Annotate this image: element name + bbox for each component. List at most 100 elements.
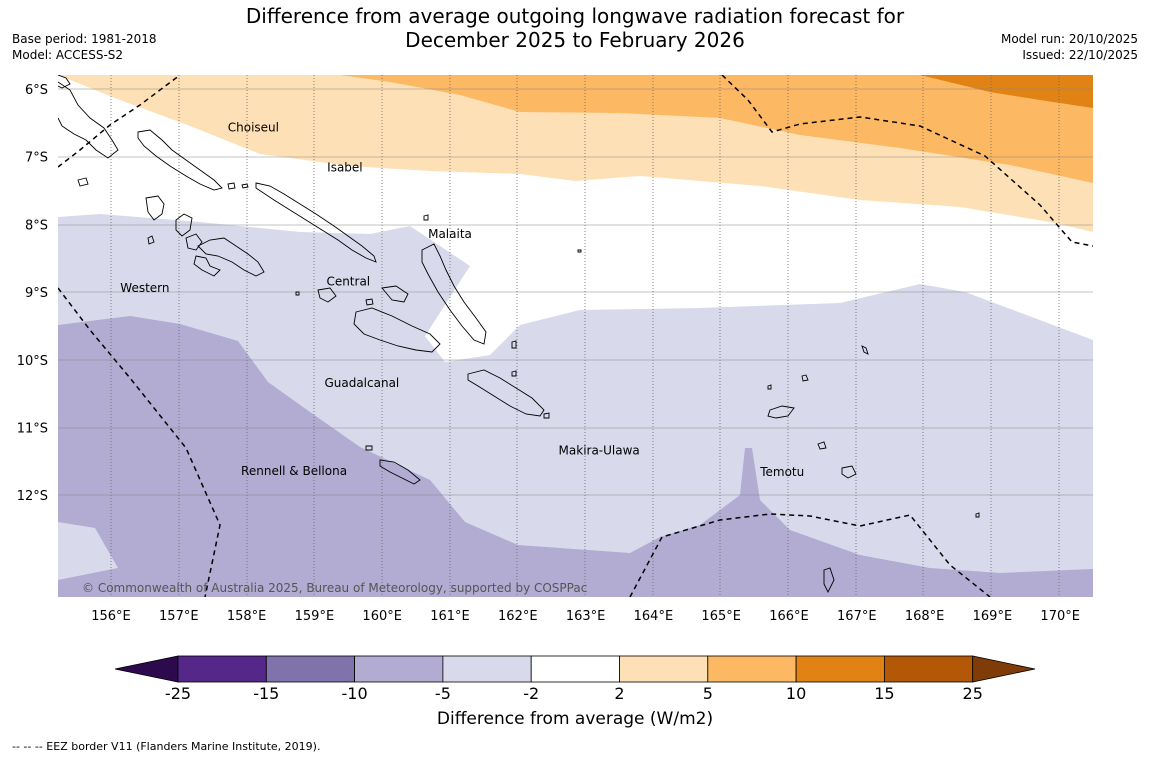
colorbar-tick-label: 15 — [874, 684, 894, 703]
province-label-temotu: Temotu — [759, 465, 804, 479]
colorbar-segment — [265, 655, 355, 683]
lon-tick-label: 157°E — [159, 609, 199, 624]
island-small-choiseul-e2 — [241, 183, 249, 189]
island-santa-cruz — [767, 405, 795, 419]
eez-border-northeast — [721, 75, 1093, 247]
island-small-western — [295, 291, 300, 296]
title-line-1: Difference from average outgoing longwav… — [245, 4, 905, 28]
lon-tick-label: 160°E — [362, 609, 402, 624]
island-outlines — [58, 75, 980, 594]
island-savo — [365, 298, 374, 306]
lon-tick-label: 163°E — [566, 609, 606, 624]
island-malaita — [421, 243, 487, 345]
lon-tick-label: 158°E — [227, 609, 267, 624]
colorbar-segment — [354, 655, 444, 683]
colorbar-segment — [619, 655, 709, 683]
lat-tick-label: 9°S — [25, 286, 48, 301]
eez-border-south — [629, 513, 991, 597]
island-rendova — [193, 255, 221, 277]
province-label-makira-ulawa: Makira-Ulawa — [559, 444, 640, 458]
colorbar-extend-max — [972, 655, 1036, 683]
gridlines-lat — [58, 88, 1093, 496]
island-small-east — [861, 345, 869, 355]
colorbar-segment — [177, 655, 267, 683]
lon-tick-label: 164°E — [634, 609, 674, 624]
colorbar-tick-label: 2 — [614, 684, 624, 703]
colorbar-segment — [884, 655, 974, 683]
colorbar-tick-label: 25 — [963, 684, 983, 703]
lon-tick-label: 166°E — [769, 609, 809, 624]
colorbar-segment — [795, 655, 885, 683]
lon-tick-label: 159°E — [295, 609, 335, 624]
chart-title: Difference from average outgoing longwav… — [215, 4, 935, 52]
island-small-nw — [77, 177, 89, 187]
province-label-rennell-bellona: Rennell & Bellona — [241, 464, 347, 478]
island-vanikoro — [841, 465, 857, 479]
lon-tick-label: 165°E — [701, 609, 741, 624]
island-nggela — [381, 285, 409, 303]
lat-tick-label: 6°S — [25, 83, 48, 98]
colorbar-tick-label: -15 — [253, 684, 279, 703]
colorbar-tick-label: -2 — [523, 684, 539, 703]
issued-date: Issued: 22/10/2025 — [1022, 48, 1138, 62]
lon-tick-label: 170°E — [1040, 609, 1080, 624]
colorbar-segment — [442, 655, 532, 683]
olr-band-5-10 — [340, 75, 1093, 183]
colorbar: -25 -15 -10 -5 -2 2 5 10 15 25 — [114, 655, 1036, 703]
lon-tick-label: 168°E — [905, 609, 945, 624]
island-temotu-small1 — [801, 374, 809, 382]
province-label-malaita: Malaita — [428, 227, 472, 241]
island-guadalcanal — [353, 307, 441, 353]
island-temotu-small2 — [767, 384, 772, 390]
island-buka — [58, 75, 71, 89]
lat-tick-label: 8°S — [25, 218, 48, 233]
province-labels: Choiseul Isabel Malaita Western Central Guada… — [120, 121, 804, 480]
province-label-choiseul: Choiseul — [228, 121, 279, 135]
colorbar-tick-label: -5 — [435, 684, 451, 703]
island-new-georgia — [197, 237, 265, 277]
island-bougainville — [58, 81, 119, 159]
map-panel: Choiseul Isabel Malaita Western Central Guada… — [58, 75, 1093, 597]
lon-tick-label: 162°E — [498, 609, 538, 624]
colorbar-extend-min — [114, 655, 179, 683]
lon-tick-label: 169°E — [973, 609, 1013, 624]
island-tikopia — [975, 512, 980, 518]
lat-tick-label: 7°S — [25, 151, 48, 166]
island-small-center — [577, 249, 582, 253]
colorbar-title: Difference from average (W/m2) — [436, 709, 714, 729]
lat-tick-label: 10°S — [17, 354, 48, 369]
gridlines — [110, 75, 1060, 597]
meta-right: Model run: 20/10/2025 Issued: 22/10/2025 — [1001, 31, 1138, 63]
eez-border-west — [58, 75, 181, 168]
colorbar-tick-label: -10 — [342, 684, 368, 703]
lat-tick-label: 11°S — [17, 422, 48, 437]
copyright-text: © Commonwealth of Australia 2025, Bureau… — [82, 581, 587, 595]
island-temotu-small3 — [817, 441, 827, 450]
colorbar-segment — [707, 655, 797, 683]
island-bellona — [365, 445, 373, 451]
lon-tick-label: 161°E — [430, 609, 470, 624]
meta-left: Base period: 1981-2018 Model: ACCESS-S2 — [12, 31, 157, 63]
province-label-central: Central — [326, 274, 370, 288]
olr-band-10-15 — [920, 75, 1093, 108]
island-choiseul — [137, 129, 223, 191]
island-small-makira-e — [543, 412, 550, 419]
title-line-2: December 2025 to February 2026 — [405, 28, 745, 52]
colorbar-tick-label: -25 — [165, 684, 191, 703]
island-russell — [317, 287, 337, 303]
island-isabel — [255, 182, 377, 263]
province-label-guadalcanal: Guadalcanal — [324, 376, 399, 390]
colorbar-tick-label: 5 — [703, 684, 713, 703]
colorbar-tick-label: 10 — [786, 684, 806, 703]
island-small-malaita-se — [511, 340, 517, 349]
island-western-small2 — [423, 214, 429, 221]
model-run: Model run: 20/10/2025 — [1000, 32, 1138, 46]
island-vella-lavella — [175, 213, 193, 237]
lat-tick-label: 12°S — [17, 489, 48, 504]
province-label-western: Western — [120, 281, 169, 295]
longitude-labels: 156°E 157°E 158°E 159°E 160°E 161°E 162°E 163°E… — [91, 609, 1080, 624]
island-makira — [467, 369, 545, 417]
eez-border-southwest — [58, 287, 221, 597]
lon-tick-label: 156°E — [91, 609, 131, 624]
